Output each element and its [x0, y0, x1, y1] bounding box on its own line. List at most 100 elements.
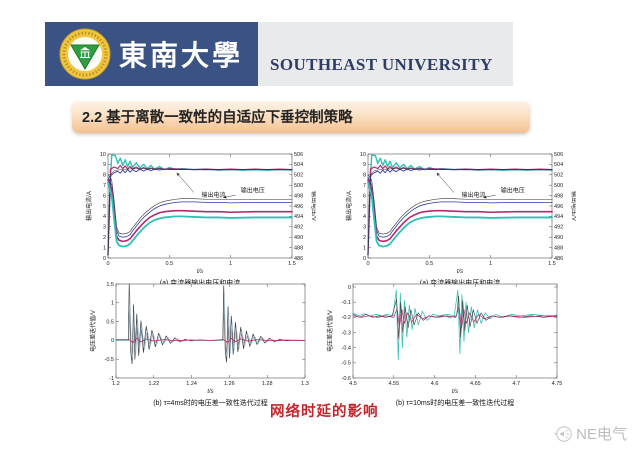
svg-text:电压差迭代值/V: 电压差迭代值/V — [89, 310, 97, 352]
svg-text:4.55: 4.55 — [388, 381, 399, 387]
svg-text:3: 3 — [103, 225, 106, 231]
svg-text:t/s: t/s — [457, 269, 463, 275]
svg-text:504: 504 — [294, 162, 303, 168]
svg-text:492: 492 — [294, 225, 303, 231]
svg-text:6: 6 — [103, 193, 106, 199]
svg-text:1.26: 1.26 — [224, 381, 235, 387]
svg-text:输出电压/V: 输出电压/V — [570, 191, 576, 221]
svg-text:506: 506 — [554, 152, 563, 158]
svg-text:4.5: 4.5 — [349, 381, 357, 387]
svg-text:(b) τ=4ms时的电压差一致性迭代过程: (b) τ=4ms时的电压差一致性迭代过程 — [153, 398, 268, 407]
svg-text:-1: -1 — [109, 376, 114, 382]
svg-text:496: 496 — [554, 204, 563, 210]
megaphone-icon — [554, 425, 572, 442]
figure-consensus-4ms: 1.2 1.22 1.24 1.26 1.28 1.3 -1 -0.5 0 0.5 1 1.5 电压差迭… — [88, 280, 313, 413]
svg-text:492: 492 — [554, 225, 563, 231]
highlight-note: 网络时延的影响 — [270, 404, 379, 420]
svg-text:9: 9 — [103, 162, 106, 168]
svg-text:500: 500 — [294, 183, 303, 189]
figure-converter-output-right: 0 0.5 1 1.5 0 1 2 3 4 5 6 7 8 9 10 486 488 490 492 494 496 49… — [344, 148, 578, 293]
svg-text:1: 1 — [489, 261, 492, 267]
svg-text:490: 490 — [294, 235, 303, 241]
svg-text:2: 2 — [363, 235, 366, 241]
svg-text:8: 8 — [363, 173, 366, 179]
svg-text:电压差迭代值/V: 电压差迭代值/V — [326, 310, 334, 352]
svg-text:9: 9 — [363, 162, 366, 168]
svg-text:500: 500 — [554, 183, 563, 189]
svg-text:-0.5: -0.5 — [342, 361, 351, 367]
svg-text:0: 0 — [111, 338, 114, 344]
svg-text:10: 10 — [360, 152, 366, 158]
svg-text:8: 8 — [103, 173, 106, 179]
svg-text:0: 0 — [348, 285, 351, 291]
svg-text:(a) 变流器输出电压和电流: (a) 变流器输出电压和电流 — [420, 278, 501, 287]
svg-text:498: 498 — [294, 193, 303, 199]
svg-text:输出电压/V: 输出电压/V — [310, 191, 316, 221]
section-title: 2.2 基于离散一致性的自适应下垂控制策略 — [82, 110, 353, 126]
svg-text:2: 2 — [103, 235, 106, 241]
svg-text:502: 502 — [294, 173, 303, 179]
svg-text:498: 498 — [554, 193, 563, 199]
watermark-text: NE电气 — [576, 426, 627, 443]
svg-text:504: 504 — [554, 162, 563, 168]
svg-text:1: 1 — [363, 245, 366, 251]
svg-text:5: 5 — [103, 204, 106, 210]
section-title-bar: 2.2 基于离散一致性的自适应下垂控制策略 — [72, 100, 530, 133]
svg-text:486: 486 — [294, 256, 303, 262]
svg-text:输出电流/A: 输出电流/A — [85, 191, 93, 221]
svg-text:(b) τ=10ms时的电压差一致性迭代过程: (b) τ=10ms时的电压差一致性迭代过程 — [396, 398, 514, 407]
svg-text:-0.4: -0.4 — [342, 345, 351, 351]
svg-text:输出电流: 输出电流 — [201, 191, 225, 199]
svg-text:1.3: 1.3 — [301, 381, 309, 387]
svg-text:输出电流/A: 输出电流/A — [345, 191, 353, 221]
svg-text:4.6: 4.6 — [431, 381, 439, 387]
svg-text:t/s: t/s — [207, 389, 213, 395]
svg-text:488: 488 — [294, 245, 303, 251]
svg-text:488: 488 — [554, 245, 563, 251]
svg-text:494: 494 — [294, 214, 303, 220]
svg-text:1.24: 1.24 — [186, 381, 197, 387]
figure-consensus-10ms: 4.5 4.55 4.6 4.65 4.7 4.75 -0.6 -0.5 -0.4 -0.3 -0.… — [325, 280, 565, 413]
svg-text:1.2: 1.2 — [112, 381, 120, 387]
svg-text:输出电压: 输出电压 — [241, 186, 265, 194]
university-logo-panel: 東南大學 — [45, 22, 258, 86]
svg-text:6: 6 — [363, 193, 366, 199]
svg-text:-0.3: -0.3 — [342, 330, 351, 336]
svg-text:0: 0 — [103, 256, 106, 262]
svg-text:1.5: 1.5 — [548, 261, 556, 267]
svg-text:0: 0 — [366, 261, 369, 267]
svg-text:-0.6: -0.6 — [342, 376, 351, 382]
svg-text:输出电流: 输出电流 — [461, 191, 485, 199]
svg-text:0: 0 — [106, 261, 109, 267]
svg-text:1: 1 — [111, 301, 114, 307]
svg-text:4: 4 — [103, 214, 106, 220]
watermark: NE电气 — [553, 423, 627, 444]
svg-text:0: 0 — [363, 256, 366, 262]
university-name-cn: 東南大學 — [119, 41, 244, 72]
svg-text:1: 1 — [229, 261, 232, 267]
svg-text:(a) 变流器输出电压和电流: (a) 变流器输出电压和电流 — [160, 278, 241, 287]
svg-text:4: 4 — [363, 214, 366, 220]
svg-text:t/s: t/s — [197, 269, 203, 275]
svg-text:输出电压: 输出电压 — [501, 186, 525, 194]
svg-text:4.65: 4.65 — [470, 381, 481, 387]
svg-text:3: 3 — [363, 225, 366, 231]
svg-text:4.7: 4.7 — [512, 381, 520, 387]
svg-text:0.5: 0.5 — [166, 261, 174, 267]
svg-text:502: 502 — [554, 173, 563, 179]
svg-text:5: 5 — [363, 204, 366, 210]
svg-text:0.5: 0.5 — [106, 319, 114, 325]
university-name-en: SOUTHEAST UNIVERSITY — [270, 55, 493, 74]
svg-text:1: 1 — [103, 245, 106, 251]
svg-text:490: 490 — [554, 235, 563, 241]
svg-text:1.28: 1.28 — [262, 381, 273, 387]
svg-text:7: 7 — [103, 183, 106, 189]
figure-converter-output-left: 0 0.5 1 1.5 0 1 2 3 4 5 6 7 8 9 10 486 488 490 492 494 496 49… — [84, 148, 318, 293]
svg-text:1.22: 1.22 — [148, 381, 159, 387]
svg-text:10: 10 — [100, 152, 106, 158]
svg-text:486: 486 — [554, 256, 563, 262]
svg-text:506: 506 — [294, 152, 303, 158]
svg-text:494: 494 — [554, 214, 563, 220]
svg-text:7: 7 — [363, 183, 366, 189]
